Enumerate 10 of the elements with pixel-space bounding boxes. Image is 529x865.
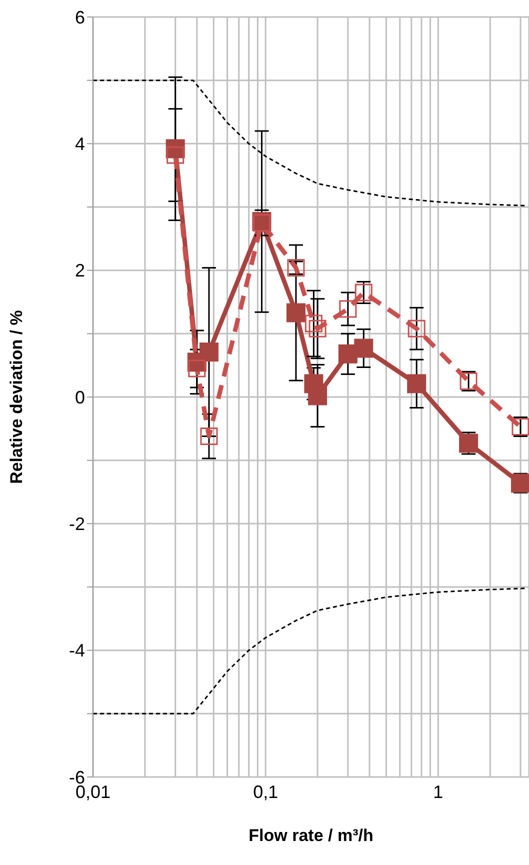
x-axis-title: Flow rate / m³/h [248,826,374,845]
x-tick-label: 0,1 [253,782,278,802]
y-tick-label: 2 [74,260,85,281]
y-tick-label: -2 [68,514,85,534]
y-tick-label: -4 [68,640,85,661]
y-tick-label: 6 [74,7,85,28]
y-axis-title: Relative deviation / % [7,310,26,484]
y-tick-label: 0 [74,387,85,408]
y-tick-label: 4 [74,134,85,154]
x-tick-label: 1 [433,782,444,802]
